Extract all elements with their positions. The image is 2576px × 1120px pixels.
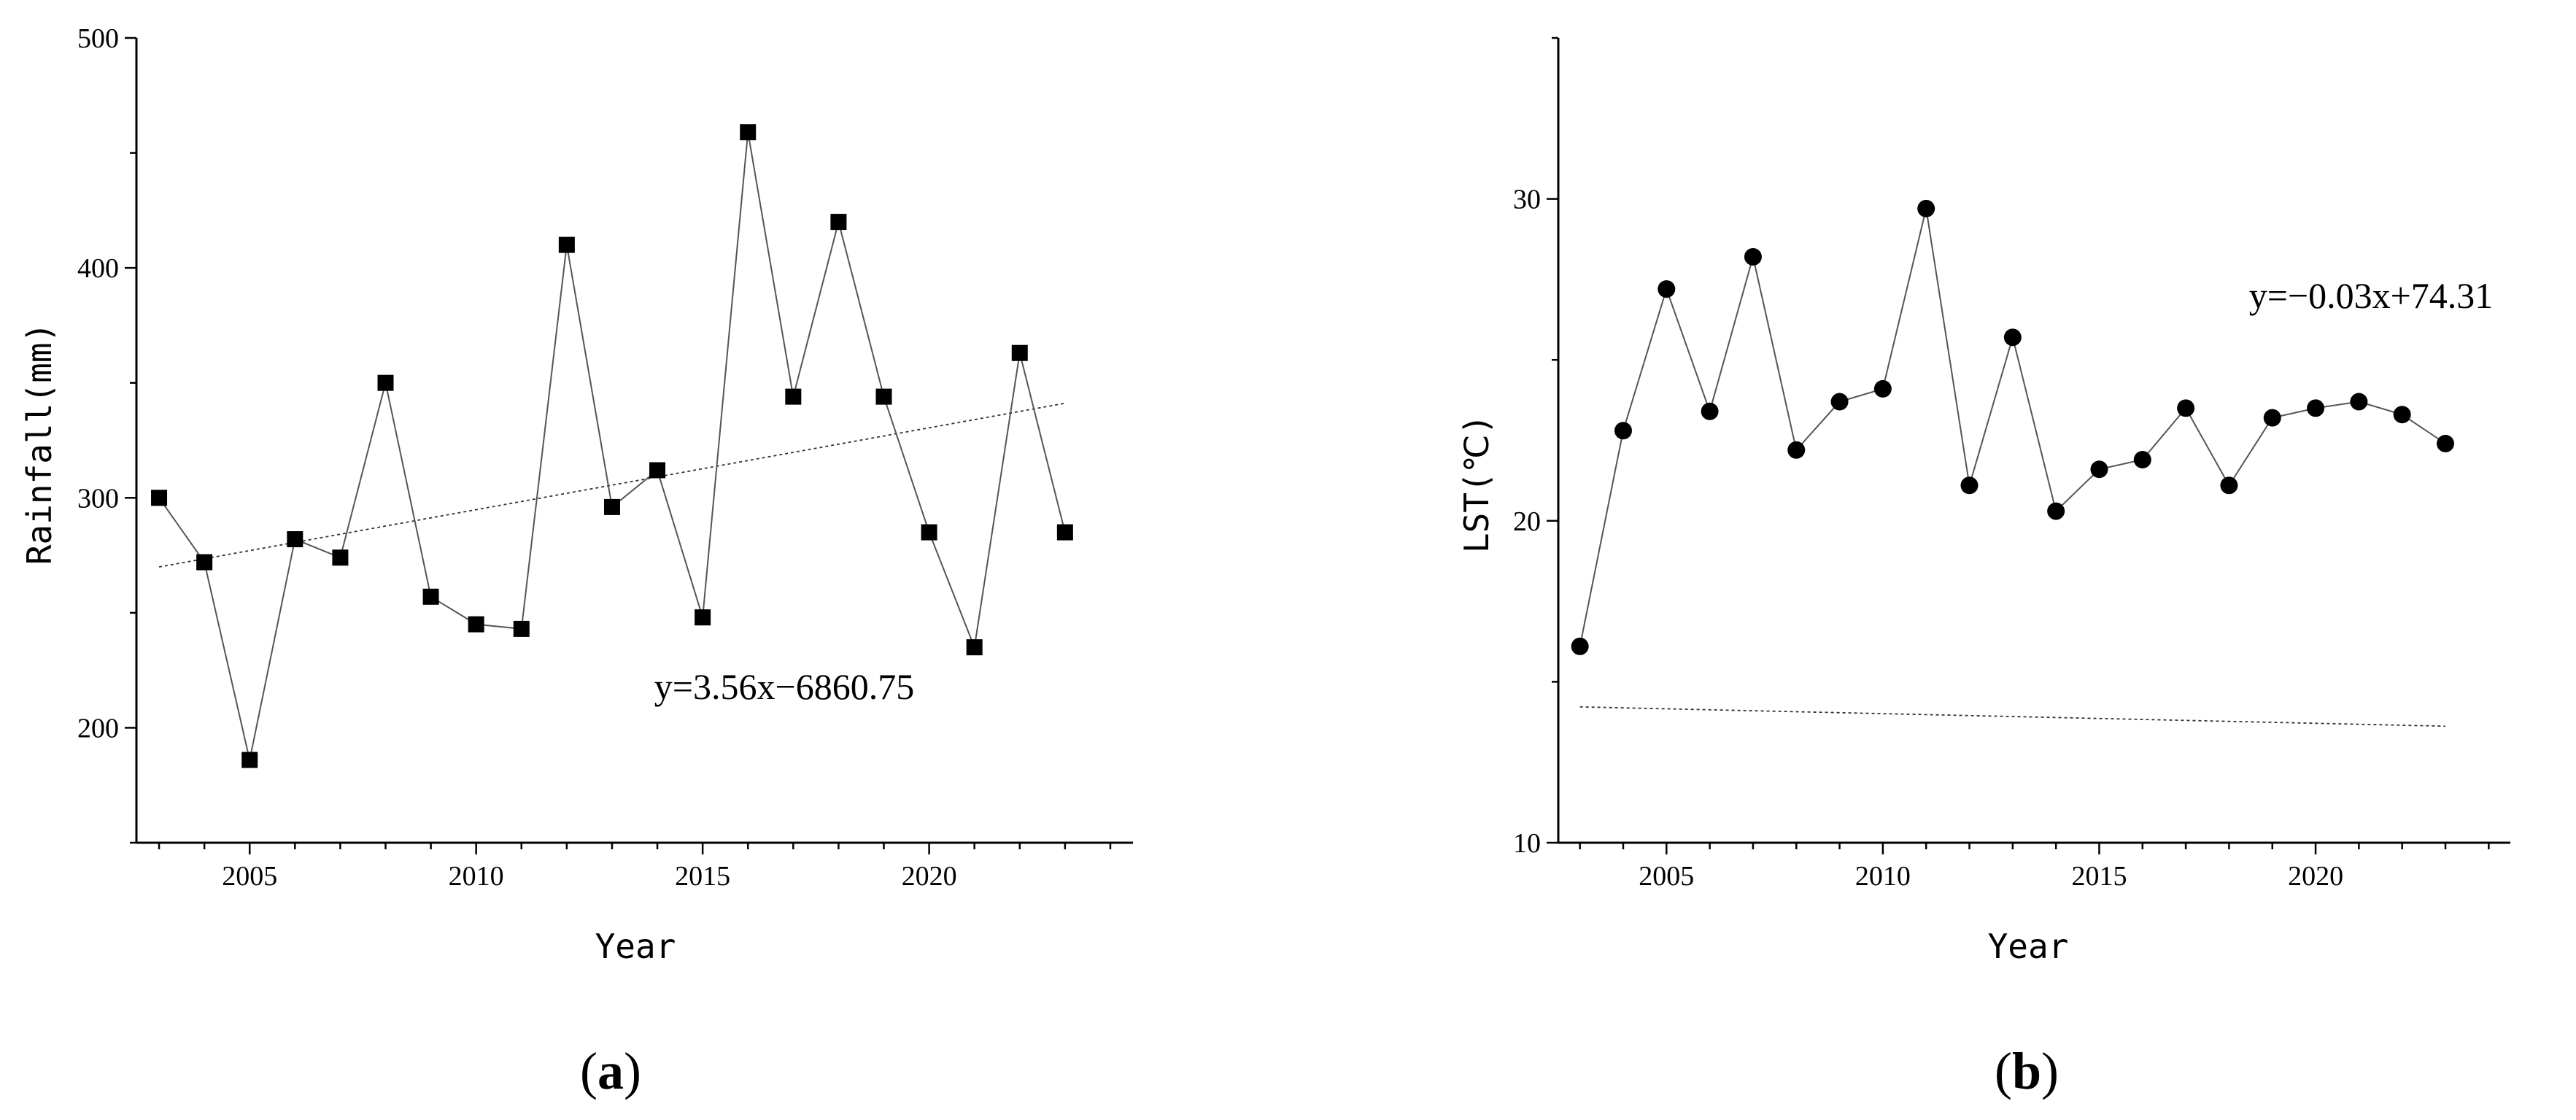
data-point-a bbox=[1011, 344, 1028, 361]
panel-label-a: (a) bbox=[580, 1042, 641, 1100]
data-point-b bbox=[2003, 328, 2022, 347]
axes-a: 2005 2010 2015 2020 200 300 400 500 bbox=[77, 23, 1133, 892]
data-point-b bbox=[2307, 399, 2325, 417]
data-point-b bbox=[2393, 406, 2411, 424]
data-point-a bbox=[151, 490, 168, 506]
data-point-a bbox=[196, 554, 213, 571]
series-group-b bbox=[1579, 208, 2446, 647]
data-point-b bbox=[1658, 280, 1676, 298]
data-point-a bbox=[875, 388, 892, 405]
data-point-b bbox=[1614, 422, 1632, 440]
trend-equation-a: y=3.56x−6860.75 bbox=[654, 666, 914, 707]
data-point-a bbox=[1056, 524, 1073, 541]
x-tick-label-a: 2010 bbox=[449, 861, 504, 892]
data-point-b bbox=[2263, 409, 2281, 427]
data-point-a bbox=[377, 374, 394, 391]
x-tick-label-b: 2005 bbox=[1639, 861, 1694, 892]
y-tick-label-a: 400 bbox=[77, 253, 119, 284]
markers-group-a bbox=[151, 124, 1073, 768]
x-tick-label-a: 2020 bbox=[902, 861, 957, 892]
x-tick-label-b: 2015 bbox=[2071, 861, 2127, 892]
panel-label-b: (b) bbox=[1995, 1042, 2059, 1100]
data-point-b bbox=[2090, 460, 2108, 479]
data-point-a bbox=[558, 236, 575, 253]
y-tick-label-a: 200 bbox=[77, 713, 119, 744]
data-point-b bbox=[1830, 393, 1849, 411]
data-point-a bbox=[695, 609, 711, 626]
data-point-a bbox=[785, 388, 802, 405]
y-tick-label-b: 20 bbox=[1513, 506, 1541, 537]
y-tick-label-a: 500 bbox=[77, 23, 119, 54]
data-point-a bbox=[422, 588, 439, 605]
axes-b: 2005 2010 2015 2020 10 20 30 bbox=[1513, 36, 2510, 892]
data-point-a bbox=[241, 752, 258, 768]
x-axis-title-b: Year bbox=[1988, 927, 2069, 966]
trendline-a bbox=[158, 402, 1066, 568]
markers-group-b bbox=[1571, 199, 2455, 655]
data-point-a bbox=[966, 639, 983, 656]
y-tick-label-b: 30 bbox=[1513, 185, 1541, 215]
data-point-b bbox=[1744, 248, 1762, 266]
data-point-a bbox=[332, 549, 349, 566]
y-axis-title-b: LST(℃) bbox=[1457, 414, 1496, 553]
data-point-b bbox=[2133, 450, 2151, 468]
series-line-b bbox=[1579, 208, 2446, 647]
data-point-b bbox=[2220, 476, 2238, 495]
data-point-b bbox=[1960, 476, 1979, 495]
panel-letter-b: b bbox=[2012, 1042, 2041, 1100]
chart-panel-a: 2005 2010 2015 2020 200 300 400 500 y=3.56x−686… bbox=[20, 23, 1133, 1100]
trend-equation-b: y=−0.03x+74.31 bbox=[2249, 275, 2494, 316]
data-point-a bbox=[740, 124, 757, 141]
data-point-b bbox=[1917, 199, 1935, 217]
data-point-b bbox=[2177, 399, 2195, 417]
x-tick-label-a: 2015 bbox=[675, 861, 730, 892]
x-axis-title-a: Year bbox=[595, 927, 676, 966]
data-point-b bbox=[1571, 637, 1589, 655]
data-point-b bbox=[2047, 502, 2065, 520]
x-tick-label-a: 2005 bbox=[222, 861, 277, 892]
data-point-a bbox=[603, 498, 620, 515]
data-point-a bbox=[468, 616, 484, 633]
panel-letter-a: a bbox=[597, 1042, 624, 1100]
data-point-a bbox=[649, 462, 666, 479]
x-tick-label-b: 2010 bbox=[1855, 861, 1911, 892]
trendline-group-a bbox=[158, 402, 1066, 568]
y-tick-label-a: 300 bbox=[77, 483, 119, 514]
series-group-a bbox=[158, 132, 1066, 760]
chart-panel-b: 2005 2010 2015 2020 10 20 30 y=−0.03x+74.31 Ye… bbox=[1457, 36, 2510, 1100]
series-line-a bbox=[158, 132, 1066, 760]
trendline-b bbox=[1579, 706, 2446, 727]
y-tick-label-b: 10 bbox=[1513, 828, 1541, 859]
data-point-b bbox=[1701, 402, 1719, 420]
data-point-b bbox=[1873, 379, 1892, 398]
data-point-b bbox=[2437, 434, 2455, 452]
data-point-a bbox=[830, 214, 847, 231]
data-point-a bbox=[287, 531, 303, 548]
trendline-group-b bbox=[1579, 706, 2446, 727]
data-point-a bbox=[513, 620, 530, 637]
data-point-b bbox=[2350, 393, 2368, 411]
y-axis-title-a: Rainfall(mm) bbox=[20, 323, 59, 565]
data-point-b bbox=[1787, 441, 1806, 459]
data-point-a bbox=[921, 524, 937, 541]
x-tick-label-b: 2020 bbox=[2288, 861, 2343, 892]
